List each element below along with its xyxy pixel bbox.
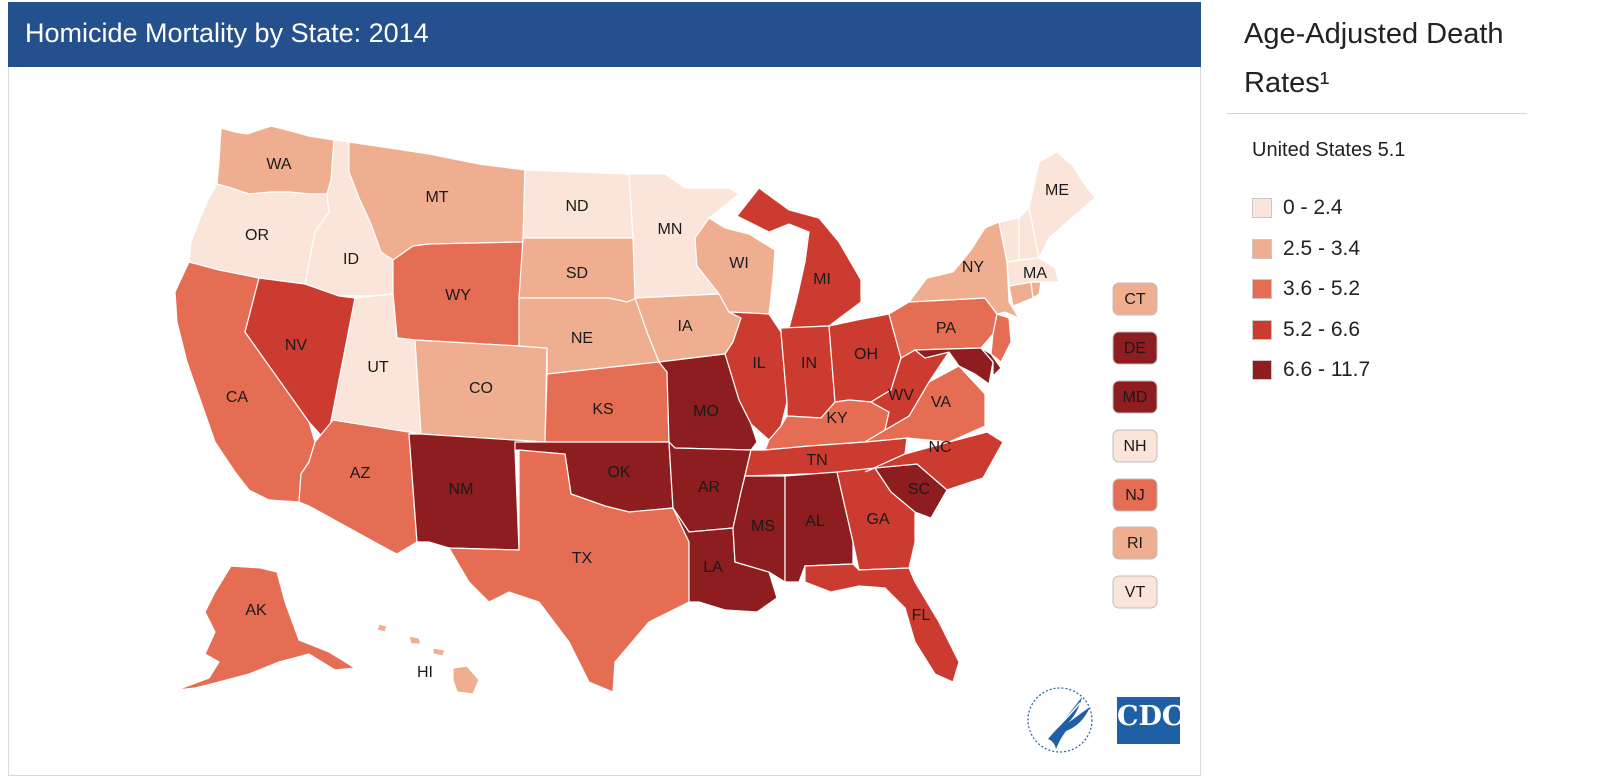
state-label-ia: IA xyxy=(677,318,692,335)
state-label-nm: NM xyxy=(449,481,474,498)
state-label-ky: KY xyxy=(826,410,848,427)
small-state-box-ct[interactable] xyxy=(1112,282,1158,316)
legend-item: 5.2 - 6.6 xyxy=(1252,318,1370,342)
legend-swatch xyxy=(1252,198,1272,218)
state-label-ut: UT xyxy=(367,359,389,376)
small-state-label-de: DE xyxy=(1124,340,1146,357)
us-state-map: WA OR ID MT WY CA NV UT AZ CO NM ND SD NE KS OK TX MN IA MO… xyxy=(174,125,1158,695)
state-TX[interactable] xyxy=(447,449,690,693)
state-label-wi: WI xyxy=(729,255,749,272)
state-NJ[interactable] xyxy=(990,313,1012,363)
state-label-mt: MT xyxy=(425,189,448,206)
state-AZ[interactable] xyxy=(298,419,422,555)
state-ME[interactable] xyxy=(1028,151,1096,260)
state-label-tx: TX xyxy=(572,550,593,567)
state-label-fl: FL xyxy=(912,607,931,624)
small-state-box-md[interactable] xyxy=(1112,380,1158,414)
state-label-nd: ND xyxy=(565,198,588,215)
legend-swatch xyxy=(1252,238,1272,259)
state-label-co: CO xyxy=(469,380,493,397)
state-label-nc: NC xyxy=(928,439,951,456)
legend-swatch xyxy=(1252,319,1272,340)
state-label-nv: NV xyxy=(285,337,308,354)
state-label-ga: GA xyxy=(866,511,889,528)
state-RI[interactable] xyxy=(1030,281,1042,300)
small-state-box-vt[interactable] xyxy=(1112,575,1158,609)
state-label-mi: MI xyxy=(813,271,831,288)
state-label-ma: MA xyxy=(1023,265,1047,282)
legend-item: 3.6 - 5.2 xyxy=(1252,277,1370,301)
legend-title: Age-Adjusted Death Rates¹ xyxy=(1244,18,1504,99)
state-label-mo: MO xyxy=(693,403,719,420)
state-HI[interactable] xyxy=(376,623,480,695)
state-label-oh: OH xyxy=(854,346,878,363)
state-label-az: AZ xyxy=(350,465,371,482)
small-state-box-nj[interactable] xyxy=(1112,478,1158,512)
state-label-la: LA xyxy=(703,559,723,576)
state-FL[interactable] xyxy=(804,563,960,683)
state-label-hi: HI xyxy=(417,664,433,681)
small-state-label-nj: NJ xyxy=(1125,487,1145,504)
state-label-ne: NE xyxy=(571,330,593,347)
state-label-ar: AR xyxy=(698,479,720,496)
legend-item: 2.5 - 3.4 xyxy=(1252,237,1370,261)
state-MA[interactable] xyxy=(1006,257,1060,287)
state-MO[interactable] xyxy=(657,353,758,451)
small-state-label-nh: NH xyxy=(1123,438,1146,455)
legend-label: 6.6 - 11.7 xyxy=(1283,358,1371,382)
hhs-eagle-icon xyxy=(1027,687,1093,753)
state-label-il: IL xyxy=(752,355,765,372)
state-label-wa: WA xyxy=(266,156,292,173)
legend-swatch xyxy=(1252,279,1272,300)
legend-label: 5.2 - 6.6 xyxy=(1283,317,1361,341)
small-state-box-ri[interactable] xyxy=(1112,526,1158,560)
legend-swatch xyxy=(1252,360,1272,381)
legend-item: 0 - 2.4 xyxy=(1252,196,1370,220)
small-state-label-vt: VT xyxy=(1125,584,1146,601)
state-NC[interactable] xyxy=(864,431,1004,491)
state-label-wv: WV xyxy=(888,387,914,404)
state-label-ny: NY xyxy=(962,259,985,276)
small-state-boxes: CT DE MD NH NJ RI VT xyxy=(1112,282,1158,609)
legend-label: 2.5 - 3.4 xyxy=(1283,236,1361,260)
state-label-sd: SD xyxy=(566,265,588,282)
state-label-ok: OK xyxy=(607,464,630,481)
state-label-in: IN xyxy=(801,355,817,372)
state-DE[interactable] xyxy=(980,347,1002,378)
small-state-label-md: MD xyxy=(1123,389,1148,406)
us-rate: United States 5.1 xyxy=(1252,139,1406,161)
legend-label: 0 - 2.4 xyxy=(1283,196,1343,219)
state-label-al: AL xyxy=(805,513,825,530)
state-label-ak: AK xyxy=(245,602,267,619)
small-state-box-nh[interactable] xyxy=(1112,429,1158,463)
state-label-ks: KS xyxy=(592,401,613,418)
legend-list: 0 - 2.4 2.5 - 3.4 3.6 - 5.2 5.2 - 6.6 6.6 - … xyxy=(1252,196,1370,399)
legend-item: 6.6 - 11.7 xyxy=(1252,358,1370,382)
state-label-id: ID xyxy=(343,251,359,268)
state-label-tn: TN xyxy=(806,452,827,469)
small-state-label-ri: RI xyxy=(1127,535,1143,552)
state-label-ca: CA xyxy=(226,389,249,406)
state-label-sc: SC xyxy=(908,481,930,498)
cdc-logo: CDC xyxy=(1117,697,1183,744)
legend-label: 3.6 - 5.2 xyxy=(1283,277,1361,301)
title-bar: Homicide Mortality by State: 2014 xyxy=(8,2,1201,67)
state-IL[interactable] xyxy=(724,311,788,441)
state-label-me: ME xyxy=(1045,182,1069,199)
state-label-wy: WY xyxy=(445,287,471,304)
page-title: Homicide Mortality by State: 2014 xyxy=(25,18,429,48)
small-state-label-ct: CT xyxy=(1124,291,1146,308)
state-label-pa: PA xyxy=(936,320,956,337)
state-LA[interactable] xyxy=(672,507,778,613)
small-state-box-de[interactable] xyxy=(1112,331,1158,365)
state-labels: WA OR ID MT WY CA NV UT AZ CO NM ND SD NE KS OK TX MN IA MO… xyxy=(226,156,1069,681)
state-AK[interactable] xyxy=(176,565,357,691)
state-label-mn: MN xyxy=(658,221,683,238)
legend-divider xyxy=(1227,113,1527,114)
legend-panel: Age-Adjusted Death Rates¹ United States … xyxy=(1227,0,1527,776)
state-label-ms: MS xyxy=(751,518,775,535)
state-label-or: OR xyxy=(245,227,269,244)
state-label-va: VA xyxy=(931,394,951,411)
map-panel: WA OR ID MT WY CA NV UT AZ CO NM ND SD NE KS OK TX MN IA MO… xyxy=(8,2,1201,776)
